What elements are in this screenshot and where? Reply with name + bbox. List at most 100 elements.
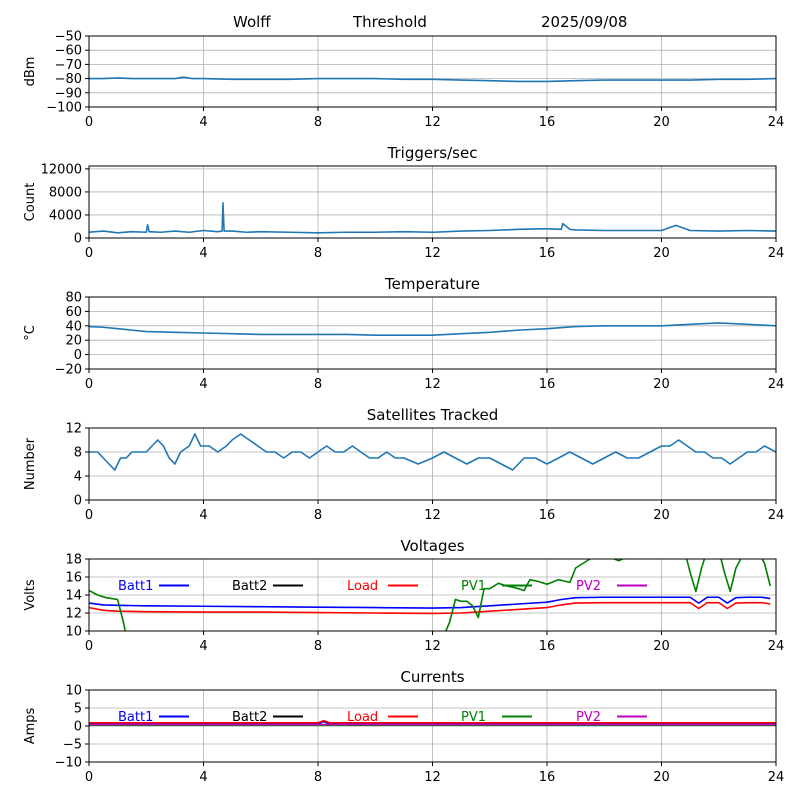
series-line-load — [89, 601, 771, 615]
series-line-batt1 — [89, 596, 771, 609]
x-tick-label: 20 — [653, 377, 670, 392]
y-tick-label: 4 — [74, 470, 82, 485]
x-tick-label: 12 — [424, 508, 441, 523]
x-tick-label: 16 — [539, 639, 556, 654]
x-tick-label: 0 — [85, 246, 93, 261]
x-tick-label: 8 — [314, 508, 322, 523]
series-line-load — [89, 719, 776, 724]
y-tick-label: −100 — [46, 101, 82, 116]
chart-panel-satellites: 0 4 8 12 16 20 24 0 4 8 12 Satellites Tracked Number — [23, 406, 784, 523]
y-tick-label: 0 — [74, 348, 82, 363]
x-tick-label: 4 — [199, 770, 207, 785]
x-tick-label: 16 — [539, 246, 556, 261]
x-tick-label: 24 — [768, 246, 785, 261]
x-tick-label: 4 — [199, 115, 207, 130]
x-tick-label: 16 — [539, 508, 556, 523]
chart-panel-voltages: 0 4 8 12 16 20 24 10 12 14 16 18 Voltages Volts Batt1 B… — [23, 537, 784, 654]
x-tick-label: 12 — [424, 246, 441, 261]
x-tick-label: 24 — [768, 770, 785, 785]
x-tick-label: 20 — [653, 770, 670, 785]
header-date: 2025/09/08 — [541, 13, 627, 31]
y-tick-label: 14 — [65, 589, 82, 604]
legend-label-batt2: Batt2 — [232, 579, 267, 594]
x-tick-label: 16 — [539, 770, 556, 785]
y-tick-label: 5 — [74, 702, 82, 717]
series-line-series-0 — [89, 76, 776, 83]
legend-label-pv1: PV1 — [461, 579, 486, 594]
chart-title: Voltages — [400, 537, 464, 555]
x-tick-label: 8 — [314, 639, 322, 654]
y-tick-label: 60 — [65, 305, 82, 320]
y-tick-label: 8000 — [49, 185, 82, 200]
y-axis-label: dBm — [23, 57, 38, 87]
y-tick-label: −20 — [55, 363, 82, 378]
x-tick-label: 20 — [653, 115, 670, 130]
x-tick-label: 24 — [768, 508, 785, 523]
x-tick-label: 0 — [85, 115, 93, 130]
x-tick-label: 8 — [314, 770, 322, 785]
x-tick-label: 0 — [85, 770, 93, 785]
legend-label-batt2: Batt2 — [232, 710, 267, 725]
x-tick-label: 20 — [653, 639, 670, 654]
x-tick-label: 0 — [85, 639, 93, 654]
legend-label-load: Load — [347, 710, 378, 725]
y-tick-label: −70 — [55, 58, 82, 73]
x-tick-label: 20 — [653, 508, 670, 523]
legend-label-pv2: PV2 — [576, 710, 601, 725]
x-tick-label: 4 — [199, 508, 207, 523]
chart-panel-threshold: 0 4 8 12 16 20 24 −100−90−80−70−60−50 dBm — [23, 30, 784, 131]
y-tick-label: −10 — [55, 756, 82, 771]
y-tick-label: 12 — [65, 422, 82, 437]
y-tick-label: 40 — [65, 319, 82, 334]
x-tick-label: 20 — [653, 246, 670, 261]
y-tick-label: 10 — [65, 684, 82, 699]
y-axis-label: Volts — [23, 579, 38, 611]
chart-panel-triggers: 0 4 8 12 16 20 24 0 4000 8000 12000 Triggers/sec Cou… — [23, 144, 784, 261]
chart-title: Temperature — [384, 275, 480, 293]
legend-label-pv2: PV2 — [576, 579, 601, 594]
chart-panel-currents: 0 4 8 12 16 20 24 −10 −5 0 5 10 Currents Amps Batt1 Bat… — [23, 668, 784, 785]
chart-title: Satellites Tracked — [367, 406, 498, 424]
x-tick-label: 24 — [768, 115, 785, 130]
y-axis-label: Count — [23, 183, 38, 222]
y-tick-label: 80 — [65, 291, 82, 306]
y-tick-label: −80 — [55, 72, 82, 87]
x-tick-label: 4 — [199, 639, 207, 654]
series-line-series-0 — [89, 322, 776, 336]
y-tick-label: 10 — [65, 625, 82, 640]
x-tick-label: 12 — [424, 115, 441, 130]
y-tick-label: −50 — [55, 30, 82, 45]
y-tick-label: 0 — [74, 494, 82, 509]
x-tick-label: 8 — [314, 377, 322, 392]
x-tick-label: 0 — [85, 508, 93, 523]
y-tick-label: 0 — [74, 720, 82, 735]
figure-header: Wolff Threshold 2025/09/08 — [233, 13, 627, 31]
chart-title: Currents — [400, 668, 464, 686]
y-axis-label: Amps — [23, 707, 38, 744]
y-tick-label: 12 — [65, 607, 82, 622]
x-tick-label: 12 — [424, 377, 441, 392]
y-tick-label: 4000 — [49, 208, 82, 223]
y-tick-label: −90 — [55, 86, 82, 101]
series-line-series-0 — [89, 202, 776, 234]
y-tick-label: 20 — [65, 334, 82, 349]
x-tick-label: 4 — [199, 246, 207, 261]
y-tick-label: 12000 — [41, 162, 82, 177]
y-tick-label: 8 — [74, 446, 82, 461]
x-tick-label: 12 — [424, 639, 441, 654]
x-tick-label: 8 — [314, 115, 322, 130]
legend-label-pv1: PV1 — [461, 710, 486, 725]
header-station: Wolff — [233, 13, 271, 31]
header-mode: Threshold — [352, 13, 427, 31]
y-tick-label: −5 — [63, 738, 82, 753]
y-axis-label: Number — [23, 437, 38, 490]
legend-label-batt1: Batt1 — [118, 579, 153, 594]
y-axis-label: °C — [23, 325, 38, 341]
x-tick-label: 16 — [539, 115, 556, 130]
series-line-series-0 — [89, 433, 776, 471]
y-tick-label: 16 — [65, 571, 82, 586]
chart-title: Triggers/sec — [387, 144, 478, 162]
x-tick-label: 24 — [768, 639, 785, 654]
